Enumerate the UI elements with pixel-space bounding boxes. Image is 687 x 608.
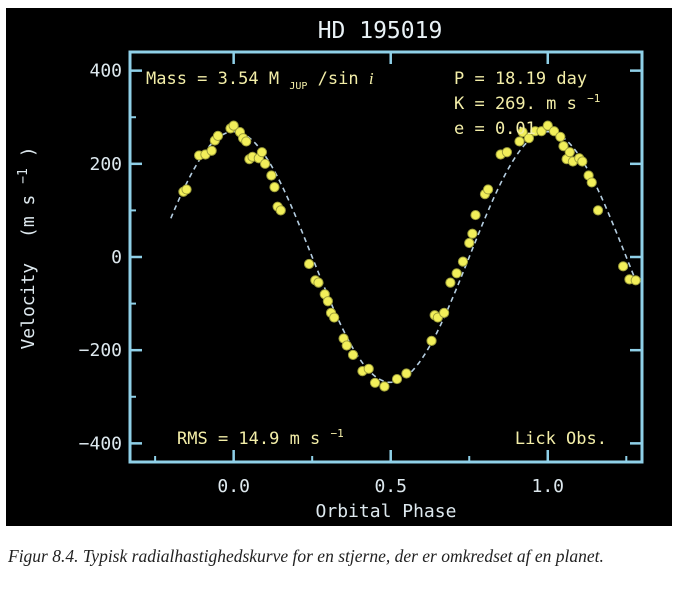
data-point: [266, 170, 277, 181]
data-point: [592, 205, 604, 216]
data-point: [482, 184, 494, 195]
data-point: [445, 277, 456, 288]
data-point: [269, 182, 280, 193]
x-axis-label: Orbital Phase: [316, 501, 457, 522]
data-points: [178, 120, 641, 392]
data-point: [548, 126, 560, 137]
figure-caption: Figur 8.4. Typisk radialhastighedskurve …: [8, 546, 604, 566]
data-point: [313, 277, 324, 288]
data-point: [514, 136, 525, 147]
axis-ticks: 400 200 0 −200 −400 0.0 0.5 1.0: [79, 52, 642, 497]
rms-sup: −1: [331, 427, 344, 440]
data-point: [558, 141, 569, 152]
chart-title: HD 195019: [318, 18, 443, 44]
data-point: [363, 363, 374, 374]
data-point: [228, 120, 239, 131]
data-point: [212, 130, 224, 141]
data-point: [303, 258, 315, 270]
data-point: [464, 237, 475, 249]
x-tick-label: 1.0: [532, 476, 565, 497]
x-tick-label: 0.0: [217, 476, 250, 497]
data-point: [577, 156, 588, 167]
y-tick-label: 0: [111, 247, 122, 268]
y-axis-label-unit: (m s: [18, 195, 39, 238]
data-point: [536, 126, 547, 137]
data-point: [322, 296, 333, 307]
mass-italic: i: [369, 69, 374, 88]
data-point: [586, 177, 597, 188]
y-tick-label: −400: [79, 433, 122, 454]
fit-curve: [170, 130, 637, 384]
x-tick-label: 0.5: [374, 476, 407, 497]
k-sup: −1: [587, 92, 600, 105]
data-point: [630, 275, 641, 286]
data-point: [206, 145, 217, 156]
data-point: [347, 349, 359, 360]
data-point: [391, 373, 403, 385]
data-point: [470, 209, 481, 221]
k-base: K = 269. m s: [454, 94, 577, 114]
data-point: [542, 120, 553, 131]
data-point: [457, 256, 469, 267]
data-point: [256, 147, 268, 158]
mass-suffix: /sin: [318, 69, 369, 89]
y-tick-label: 400: [89, 61, 122, 82]
mass-annotation: Mass = 3.54 M JUP /sin i: [146, 69, 374, 94]
data-point: [501, 147, 513, 158]
data-point: [523, 133, 535, 144]
observatory-annotation: Lick Obs.: [515, 429, 607, 449]
data-point: [451, 268, 462, 279]
data-point: [259, 158, 271, 169]
data-point: [467, 228, 478, 239]
data-point: [181, 184, 192, 195]
k-annotation: K = 269. m s −1: [454, 92, 600, 114]
y-axis-label-sup: −1: [16, 168, 31, 184]
data-point: [426, 335, 437, 346]
period-annotation: P = 18.19 day: [454, 69, 587, 89]
data-point: [564, 147, 575, 158]
radial-velocity-chart: HD 195019 400 200 0 −200 −400 0.0 0.5 1.0 Orbit…: [11, 18, 644, 522]
y-tick-label: 200: [89, 154, 122, 175]
rms-base: RMS = 14.9 m s: [177, 429, 320, 449]
data-point: [401, 368, 412, 379]
y-tick-label: −200: [79, 340, 122, 361]
y-axis-label-close: ): [18, 146, 39, 157]
rms-annotation: RMS = 14.9 m s −1: [177, 427, 344, 449]
mass-sub: JUP: [289, 81, 307, 92]
figure-panel: HD 195019 400 200 0 −200 −400 0.0 0.5 1.0 Orbit…: [6, 8, 672, 526]
mass-prefix: Mass = 3.54 M: [146, 69, 279, 89]
data-point: [329, 312, 340, 323]
data-point: [439, 307, 450, 319]
y-axis-label-main: Velocity: [18, 263, 39, 350]
data-point: [341, 340, 352, 351]
data-point: [275, 205, 286, 216]
y-axis-label: Velocity (m s −1 ): [11, 146, 39, 349]
data-point: [241, 136, 252, 147]
data-point: [618, 261, 629, 272]
data-point: [369, 377, 381, 388]
data-point: [517, 127, 528, 138]
data-point: [555, 131, 566, 142]
data-point: [379, 381, 390, 392]
ecc-annotation: e = 0.01: [454, 119, 536, 139]
